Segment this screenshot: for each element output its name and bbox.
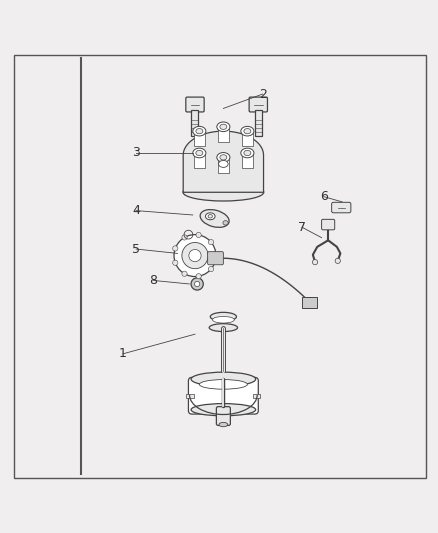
- Circle shape: [213, 253, 219, 258]
- Text: 8: 8: [149, 274, 158, 287]
- FancyBboxPatch shape: [218, 157, 229, 173]
- Circle shape: [182, 235, 187, 240]
- Ellipse shape: [241, 126, 254, 136]
- Circle shape: [182, 271, 187, 276]
- FancyBboxPatch shape: [194, 152, 205, 168]
- Circle shape: [208, 239, 214, 245]
- Ellipse shape: [219, 422, 228, 427]
- Text: 1: 1: [119, 348, 127, 360]
- Circle shape: [189, 249, 201, 262]
- FancyBboxPatch shape: [255, 110, 262, 135]
- Circle shape: [196, 232, 201, 238]
- Ellipse shape: [193, 148, 206, 158]
- Ellipse shape: [210, 312, 237, 321]
- Circle shape: [174, 235, 216, 277]
- Ellipse shape: [196, 150, 203, 156]
- Ellipse shape: [196, 128, 203, 134]
- FancyBboxPatch shape: [242, 131, 253, 147]
- Ellipse shape: [219, 160, 228, 167]
- FancyBboxPatch shape: [188, 377, 258, 414]
- FancyBboxPatch shape: [216, 407, 230, 425]
- FancyBboxPatch shape: [253, 394, 261, 398]
- Ellipse shape: [217, 122, 230, 132]
- Ellipse shape: [191, 372, 256, 386]
- Circle shape: [194, 281, 200, 287]
- Circle shape: [312, 260, 318, 265]
- FancyBboxPatch shape: [302, 297, 317, 308]
- Ellipse shape: [199, 379, 247, 389]
- Ellipse shape: [205, 213, 215, 220]
- Text: 5: 5: [132, 243, 140, 255]
- Ellipse shape: [200, 209, 229, 228]
- Ellipse shape: [183, 183, 264, 201]
- Ellipse shape: [209, 324, 237, 332]
- FancyBboxPatch shape: [208, 252, 223, 265]
- FancyBboxPatch shape: [186, 97, 204, 112]
- Text: 7: 7: [298, 221, 306, 233]
- Ellipse shape: [191, 403, 256, 416]
- FancyBboxPatch shape: [194, 131, 205, 147]
- Ellipse shape: [244, 128, 251, 134]
- Circle shape: [335, 258, 340, 263]
- Text: 2: 2: [259, 87, 267, 101]
- Ellipse shape: [212, 317, 234, 323]
- Ellipse shape: [241, 148, 254, 158]
- Circle shape: [173, 260, 178, 265]
- FancyBboxPatch shape: [186, 394, 194, 398]
- Text: 6: 6: [320, 190, 328, 203]
- FancyBboxPatch shape: [242, 152, 253, 168]
- Ellipse shape: [193, 126, 206, 136]
- Ellipse shape: [223, 221, 228, 225]
- Text: 4: 4: [132, 204, 140, 217]
- Circle shape: [191, 278, 203, 290]
- FancyBboxPatch shape: [321, 220, 335, 230]
- FancyBboxPatch shape: [218, 126, 229, 142]
- Circle shape: [196, 273, 201, 279]
- Polygon shape: [183, 131, 264, 192]
- Text: 3: 3: [132, 147, 140, 159]
- FancyBboxPatch shape: [332, 203, 351, 213]
- Ellipse shape: [220, 155, 227, 160]
- Ellipse shape: [208, 215, 212, 218]
- Circle shape: [173, 246, 178, 251]
- FancyBboxPatch shape: [249, 97, 268, 112]
- FancyBboxPatch shape: [191, 110, 198, 135]
- Ellipse shape: [217, 152, 230, 162]
- Ellipse shape: [220, 124, 227, 130]
- Circle shape: [208, 266, 214, 272]
- Ellipse shape: [244, 150, 251, 156]
- Circle shape: [182, 243, 208, 269]
